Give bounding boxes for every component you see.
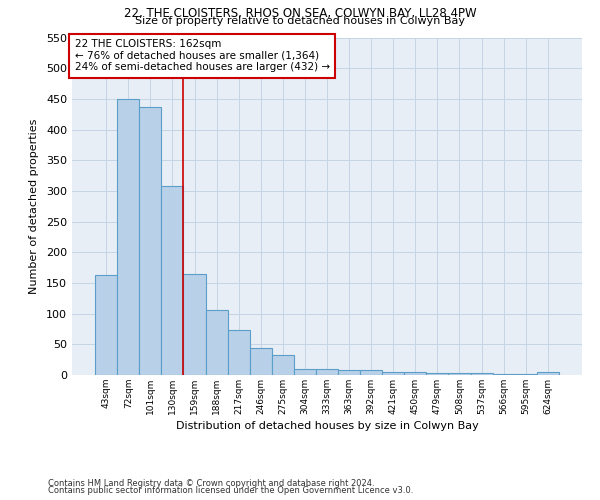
Bar xyxy=(382,372,404,375)
Bar xyxy=(448,372,470,375)
Bar xyxy=(184,274,206,375)
Bar xyxy=(316,369,338,375)
Bar xyxy=(272,355,294,375)
Bar xyxy=(227,330,250,375)
Bar xyxy=(139,108,161,375)
Text: 22, THE CLOISTERS, RHOS ON SEA, COLWYN BAY, LL28 4PW: 22, THE CLOISTERS, RHOS ON SEA, COLWYN B… xyxy=(124,8,476,20)
Bar xyxy=(117,99,139,375)
Bar xyxy=(515,374,537,375)
Bar xyxy=(470,372,493,375)
Bar xyxy=(161,186,184,375)
Text: Contains HM Land Registry data © Crown copyright and database right 2024.: Contains HM Land Registry data © Crown c… xyxy=(48,478,374,488)
Text: 22 THE CLOISTERS: 162sqm
← 76% of detached houses are smaller (1,364)
24% of sem: 22 THE CLOISTERS: 162sqm ← 76% of detach… xyxy=(74,39,329,72)
Y-axis label: Number of detached properties: Number of detached properties xyxy=(29,118,39,294)
Bar xyxy=(294,369,316,375)
Bar xyxy=(95,275,117,375)
Text: Contains public sector information licensed under the Open Government Licence v3: Contains public sector information licen… xyxy=(48,486,413,495)
Bar xyxy=(404,372,427,375)
Bar xyxy=(338,370,360,375)
Bar xyxy=(537,372,559,375)
Bar xyxy=(427,372,448,375)
X-axis label: Distribution of detached houses by size in Colwyn Bay: Distribution of detached houses by size … xyxy=(176,421,478,431)
Text: Size of property relative to detached houses in Colwyn Bay: Size of property relative to detached ho… xyxy=(135,16,465,26)
Bar xyxy=(250,348,272,375)
Bar xyxy=(493,374,515,375)
Bar xyxy=(360,370,382,375)
Bar xyxy=(206,310,227,375)
